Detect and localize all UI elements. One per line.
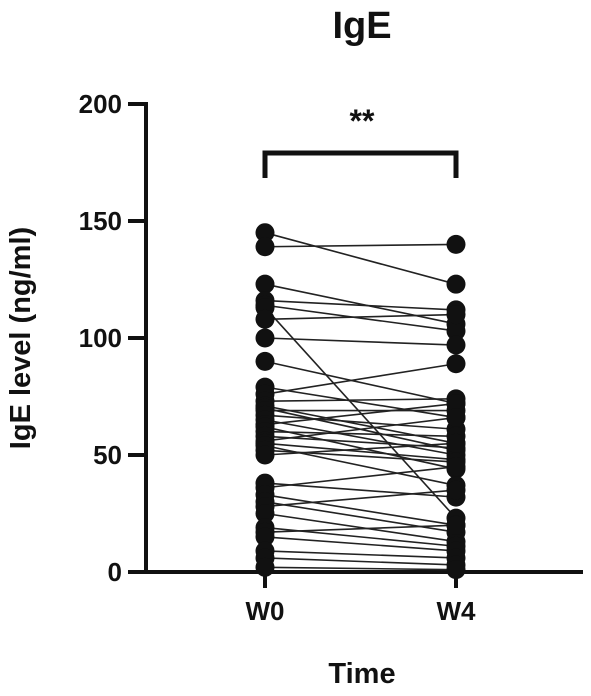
pair-line xyxy=(264,231,457,285)
point-w4 xyxy=(446,335,466,355)
pair-line xyxy=(264,419,457,456)
y-tick-label: 100 xyxy=(79,323,122,353)
pair-line xyxy=(264,465,457,489)
pair-line xyxy=(264,442,457,456)
pair-line xyxy=(264,426,457,470)
pair-line xyxy=(264,442,457,461)
pair-line xyxy=(264,493,457,526)
point-w0 xyxy=(255,504,275,523)
pair-line xyxy=(264,243,457,248)
point-w4 xyxy=(446,394,466,414)
pair-line xyxy=(264,398,457,402)
y-axis-label: IgE level (ng/ml) xyxy=(5,227,37,449)
pair-line xyxy=(264,402,457,426)
point-w4 xyxy=(446,354,466,374)
significance-bracket xyxy=(262,150,459,178)
pair-line xyxy=(264,482,457,498)
point-w0 xyxy=(255,351,275,371)
x-tick-label-w0: W0 xyxy=(246,596,285,626)
x-axis: W0 W4 xyxy=(144,570,583,626)
pair-line xyxy=(264,536,457,552)
y-tick-label: 50 xyxy=(93,440,122,470)
pair-line xyxy=(264,313,457,321)
x-axis-label: Time xyxy=(328,658,395,690)
point-w0 xyxy=(255,557,275,577)
pair-line xyxy=(264,414,457,431)
point-w4 xyxy=(446,234,466,254)
pair-line xyxy=(264,512,457,543)
point-w4 xyxy=(446,560,466,580)
point-w4 xyxy=(446,274,466,294)
pair-line xyxy=(264,550,457,559)
data-points xyxy=(255,223,466,580)
point-w4 xyxy=(446,305,466,325)
point-w0 xyxy=(255,237,275,257)
y-tick-label: 150 xyxy=(79,206,122,236)
pair-line xyxy=(264,360,457,405)
point-w4 xyxy=(446,433,466,453)
pair-line xyxy=(264,386,457,419)
point-w0 xyxy=(255,309,275,329)
pair-line xyxy=(264,566,457,571)
point-w4 xyxy=(446,457,466,477)
point-w4 xyxy=(446,408,466,428)
pair-line xyxy=(264,557,457,566)
chart-title: IgE xyxy=(332,5,391,47)
point-w4 xyxy=(446,515,466,535)
x-tick-label-w4: W4 xyxy=(437,596,477,626)
point-w0 xyxy=(255,274,275,294)
point-w0 xyxy=(255,223,275,243)
paired-lines xyxy=(264,231,457,571)
pair-line xyxy=(264,304,457,332)
point-w0 xyxy=(255,328,275,348)
y-tick-label: 200 xyxy=(79,89,122,119)
bracket-line xyxy=(262,150,459,178)
pair-line xyxy=(264,405,457,445)
pair-line xyxy=(264,307,457,519)
pair-line xyxy=(264,337,457,346)
pair-line xyxy=(264,416,457,442)
significance-label: ** xyxy=(350,103,375,139)
pair-line xyxy=(264,362,457,395)
point-w0 xyxy=(255,445,275,465)
pair-line xyxy=(264,283,457,325)
pair-line xyxy=(264,299,457,311)
point-w0 xyxy=(255,527,275,547)
point-w4 xyxy=(446,480,466,500)
pair-line xyxy=(264,524,457,534)
point-w4 xyxy=(446,321,466,341)
y-tick-label: 0 xyxy=(108,557,122,587)
pair-line xyxy=(264,489,457,508)
pair-line xyxy=(264,430,457,438)
y-axis: 0 50 100 150 200 xyxy=(79,89,148,587)
